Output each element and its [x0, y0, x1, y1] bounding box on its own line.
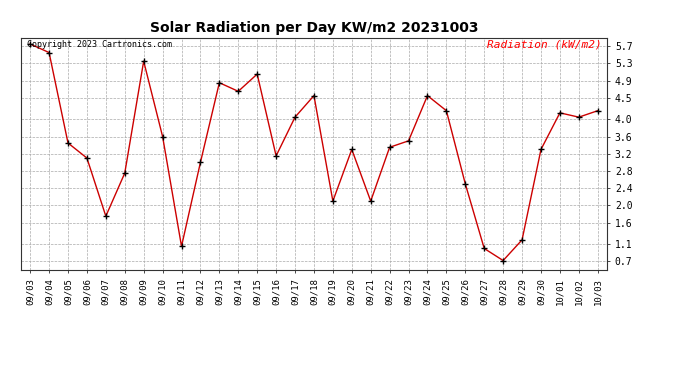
Text: Copyright 2023 Cartronics.com: Copyright 2023 Cartronics.com	[26, 40, 172, 49]
Text: Radiation (kW/m2): Radiation (kW/m2)	[486, 40, 602, 50]
Title: Solar Radiation per Day KW/m2 20231003: Solar Radiation per Day KW/m2 20231003	[150, 21, 478, 35]
